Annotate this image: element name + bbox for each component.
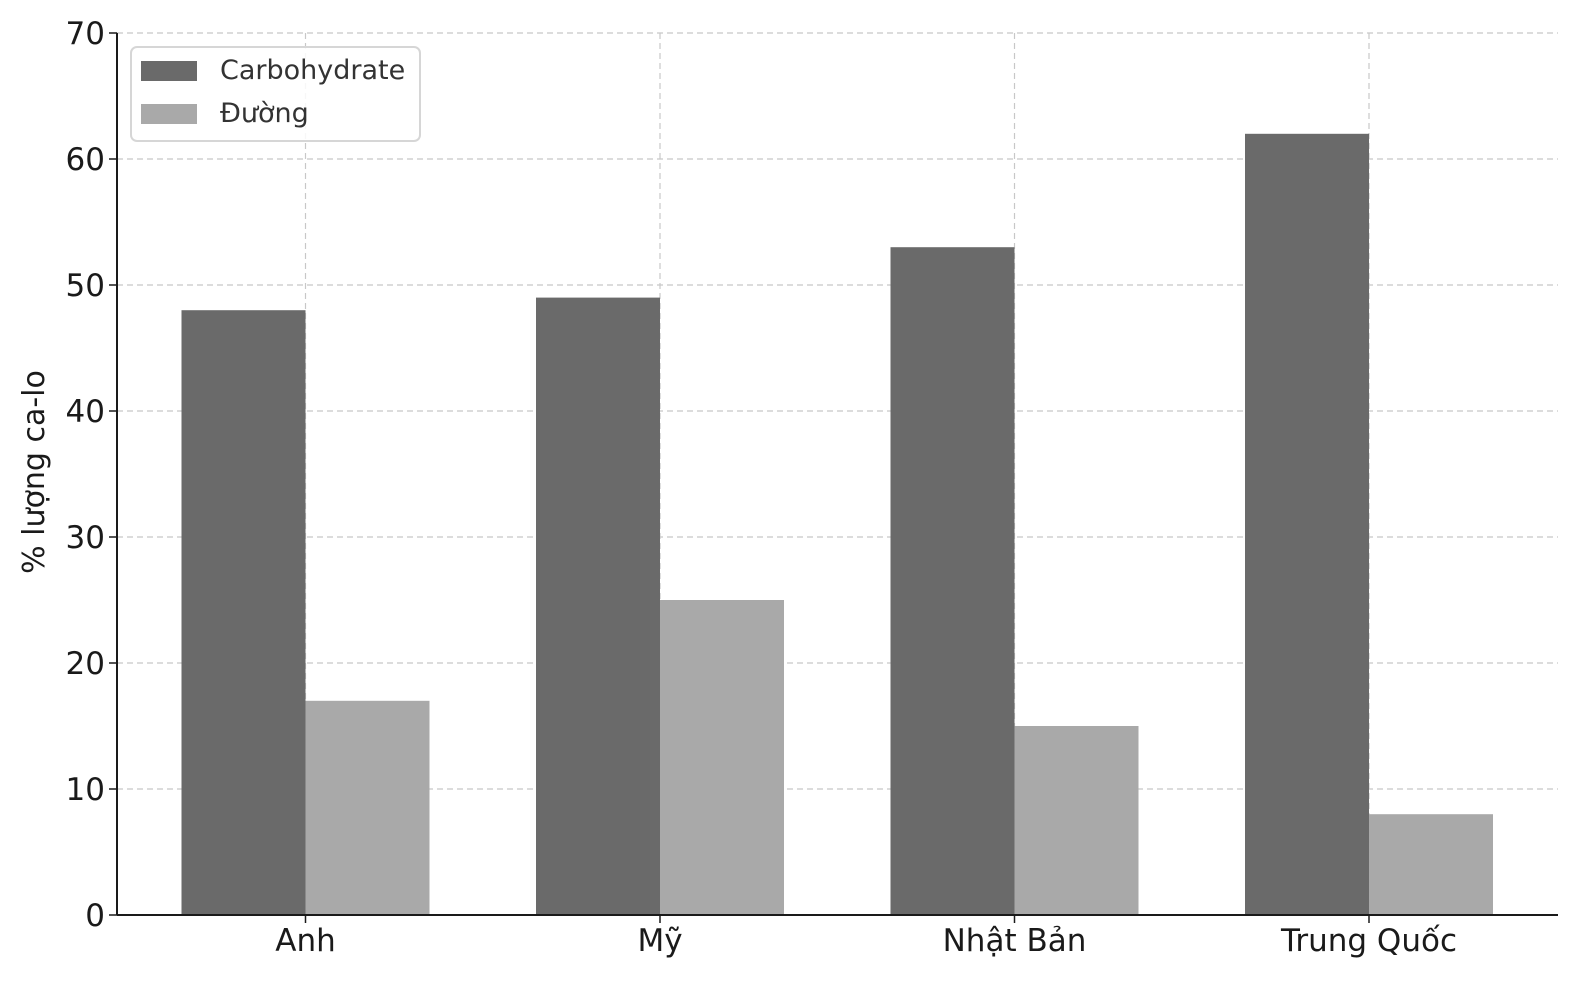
y-tick-label: 50 xyxy=(66,268,105,304)
y-tick-label: 20 xyxy=(66,646,105,682)
bar-duong xyxy=(660,600,784,915)
x-tick-label: Mỹ xyxy=(637,923,682,959)
bar-carbohydrate xyxy=(536,297,660,916)
y-tick-label: 60 xyxy=(66,142,105,178)
bar-duong xyxy=(305,700,430,915)
bar-duong xyxy=(1369,814,1493,915)
tick-labels: 0 10 20 30 40 50 60 70 Anh Mỹ Nhật Bản Trung Quốc xyxy=(66,16,1457,959)
x-tick-label: Trung Quốc xyxy=(1280,923,1457,959)
legend-label: Đường xyxy=(220,98,309,129)
y-tick-label: 30 xyxy=(66,520,105,556)
y-tick-label: 70 xyxy=(66,16,105,52)
bar-duong xyxy=(1014,726,1139,915)
y-tick-label: 10 xyxy=(66,772,105,808)
legend-frame xyxy=(130,46,421,142)
y-tick-label: 0 xyxy=(85,898,105,934)
legend-swatch xyxy=(141,104,197,124)
bar-carbohydrate xyxy=(890,247,1015,915)
bar-carbohydrate xyxy=(181,310,306,915)
x-tick-label: Anh xyxy=(275,923,336,959)
y-axis-label: % lượng ca-lo xyxy=(17,370,52,574)
bar-carbohydrate xyxy=(1245,133,1369,916)
legend-swatch xyxy=(141,61,197,81)
bars xyxy=(181,133,1493,916)
legend-label: Carbohydrate xyxy=(220,55,405,86)
x-tick-label: Nhật Bản xyxy=(943,923,1087,959)
legend: Carbohydrate Đường xyxy=(130,46,421,142)
y-tick-label: 40 xyxy=(66,394,105,430)
axes xyxy=(109,32,1558,923)
